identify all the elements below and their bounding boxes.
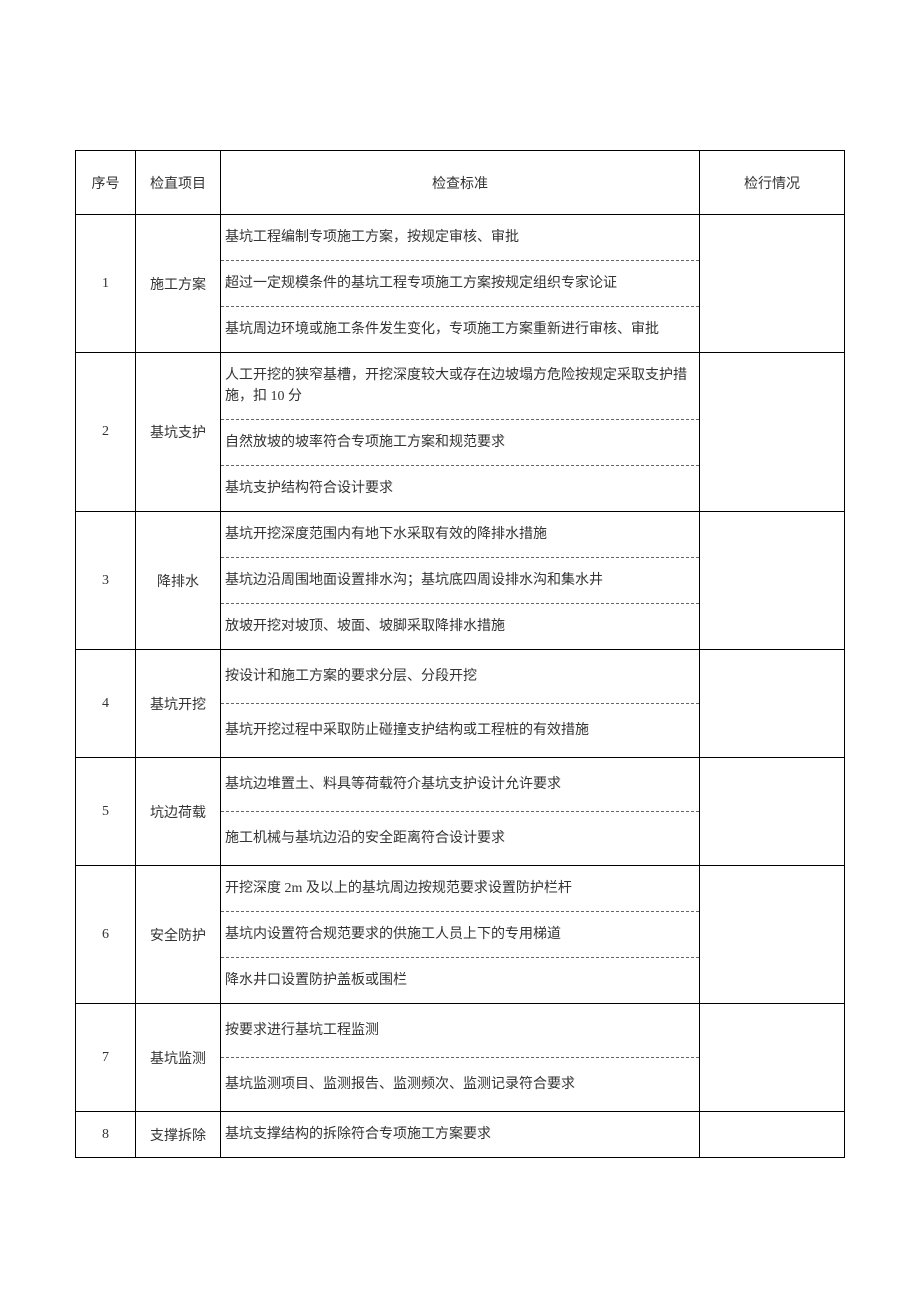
header-seq: 序号 (76, 151, 136, 215)
header-standard: 检查标准 (221, 151, 700, 215)
header-status: 检行情况 (700, 151, 845, 215)
cell-status (700, 1004, 845, 1112)
cell-seq: 7 (76, 1004, 136, 1112)
cell-item: 基坑支护 (136, 353, 221, 512)
cell-seq: 1 (76, 215, 136, 353)
cell-standards: 基坑工程编制专项施工方案，按规定审核、审批超过一定规模条件的基坑工程专项施工方案… (221, 215, 700, 353)
standard-item: 人工开挖的狭窄基槽，开挖深度较大或存在边坡塌方危险按规定采取支护措施，扣 10 … (221, 353, 699, 420)
cell-status (700, 1112, 845, 1158)
standard-item: 基坑支撑结构的拆除符合专项施工方案要求 (221, 1112, 699, 1157)
standard-item: 基坑开挖深度范围内有地下水采取有效的降排水措施 (221, 512, 699, 558)
standard-item: 按要求进行基坑工程监测 (221, 1004, 699, 1058)
inspection-table: 序号 检直项目 检查标准 检行情况 1施工方案基坑工程编制专项施工方案，按规定审… (75, 150, 845, 1158)
standard-item: 基坑内设置符合规范要求的供施工人员上下的专用梯道 (221, 912, 699, 958)
standard-item: 开挖深度 2m 及以上的基坑周边按规范要求设置防护栏杆 (221, 866, 699, 912)
cell-status (700, 866, 845, 1004)
table-row: 2基坑支护人工开挖的狭窄基槽，开挖深度较大或存在边坡塌方危险按规定采取支护措施，… (76, 353, 845, 512)
cell-standards: 按要求进行基坑工程监测基坑监测项目、监测报告、监测频次、监测记录符合要求 (221, 1004, 700, 1112)
table-row: 1施工方案基坑工程编制专项施工方案，按规定审核、审批超过一定规模条件的基坑工程专… (76, 215, 845, 353)
standard-item: 自然放坡的坡率符合专项施工方案和规范要求 (221, 420, 699, 466)
table-row: 6安全防护开挖深度 2m 及以上的基坑周边按规范要求设置防护栏杆基坑内设置符合规… (76, 866, 845, 1004)
standard-item: 基坑周边环境或施工条件发生变化，专项施工方案重新进行审核、审批 (221, 307, 699, 353)
table-row: 5坑边荷载基坑边堆置土、料具等荷载符介基坑支护设计允许要求施工机械与基坑边沿的安… (76, 758, 845, 866)
cell-item: 基坑开挖 (136, 650, 221, 758)
standard-item: 超过一定规模条件的基坑工程专项施工方案按规定组织专家论证 (221, 261, 699, 307)
table-row: 7基坑监测按要求进行基坑工程监测基坑监测项目、监测报告、监测频次、监测记录符合要… (76, 1004, 845, 1112)
cell-standards: 基坑支撑结构的拆除符合专项施工方案要求 (221, 1112, 700, 1158)
cell-status (700, 758, 845, 866)
standard-item: 基坑边堆置土、料具等荷载符介基坑支护设计允许要求 (221, 758, 699, 812)
cell-standards: 人工开挖的狭窄基槽，开挖深度较大或存在边坡塌方危险按规定采取支护措施，扣 10 … (221, 353, 700, 512)
cell-item: 支撑拆除 (136, 1112, 221, 1158)
cell-status (700, 353, 845, 512)
cell-seq: 2 (76, 353, 136, 512)
cell-standards: 开挖深度 2m 及以上的基坑周边按规范要求设置防护栏杆基坑内设置符合规范要求的供… (221, 866, 700, 1004)
header-item: 检直项目 (136, 151, 221, 215)
table-row: 8支撑拆除基坑支撑结构的拆除符合专项施工方案要求 (76, 1112, 845, 1158)
cell-status (700, 512, 845, 650)
cell-status (700, 215, 845, 353)
cell-standards: 基坑边堆置土、料具等荷载符介基坑支护设计允许要求施工机械与基坑边沿的安全距离符合… (221, 758, 700, 866)
cell-seq: 6 (76, 866, 136, 1004)
standard-item: 基坑监测项目、监测报告、监测频次、监测记录符合要求 (221, 1058, 699, 1112)
cell-standards: 按设计和施工方案的要求分层、分段开挖基坑开挖过程中采取防止碰撞支护结构或工程桩的… (221, 650, 700, 758)
table-row: 3降排水基坑开挖深度范围内有地下水采取有效的降排水措施基坑边沿周围地面设置排水沟… (76, 512, 845, 650)
standard-item: 施工机械与基坑边沿的安全距离符合设计要求 (221, 812, 699, 866)
cell-seq: 8 (76, 1112, 136, 1158)
standard-item: 基坑工程编制专项施工方案，按规定审核、审批 (221, 215, 699, 261)
standard-item: 按设计和施工方案的要求分层、分段开挖 (221, 650, 699, 704)
standard-item: 降水井口设置防护盖板或围栏 (221, 958, 699, 1004)
cell-seq: 5 (76, 758, 136, 866)
standard-item: 基坑支护结构符合设计要求 (221, 466, 699, 512)
table-row: 4基坑开挖按设计和施工方案的要求分层、分段开挖基坑开挖过程中采取防止碰撞支护结构… (76, 650, 845, 758)
cell-seq: 3 (76, 512, 136, 650)
cell-seq: 4 (76, 650, 136, 758)
table-header-row: 序号 检直项目 检查标准 检行情况 (76, 151, 845, 215)
cell-item: 基坑监测 (136, 1004, 221, 1112)
standard-item: 基坑边沿周围地面设置排水沟；基坑底四周设排水沟和集水井 (221, 558, 699, 604)
cell-item: 施工方案 (136, 215, 221, 353)
cell-standards: 基坑开挖深度范围内有地下水采取有效的降排水措施基坑边沿周围地面设置排水沟；基坑底… (221, 512, 700, 650)
cell-item: 坑边荷载 (136, 758, 221, 866)
cell-item: 降排水 (136, 512, 221, 650)
cell-status (700, 650, 845, 758)
cell-item: 安全防护 (136, 866, 221, 1004)
standard-item: 基坑开挖过程中采取防止碰撞支护结构或工程桩的有效措施 (221, 704, 699, 758)
standard-item: 放坡开挖对坡顶、坡面、坡脚采取降排水措施 (221, 604, 699, 650)
